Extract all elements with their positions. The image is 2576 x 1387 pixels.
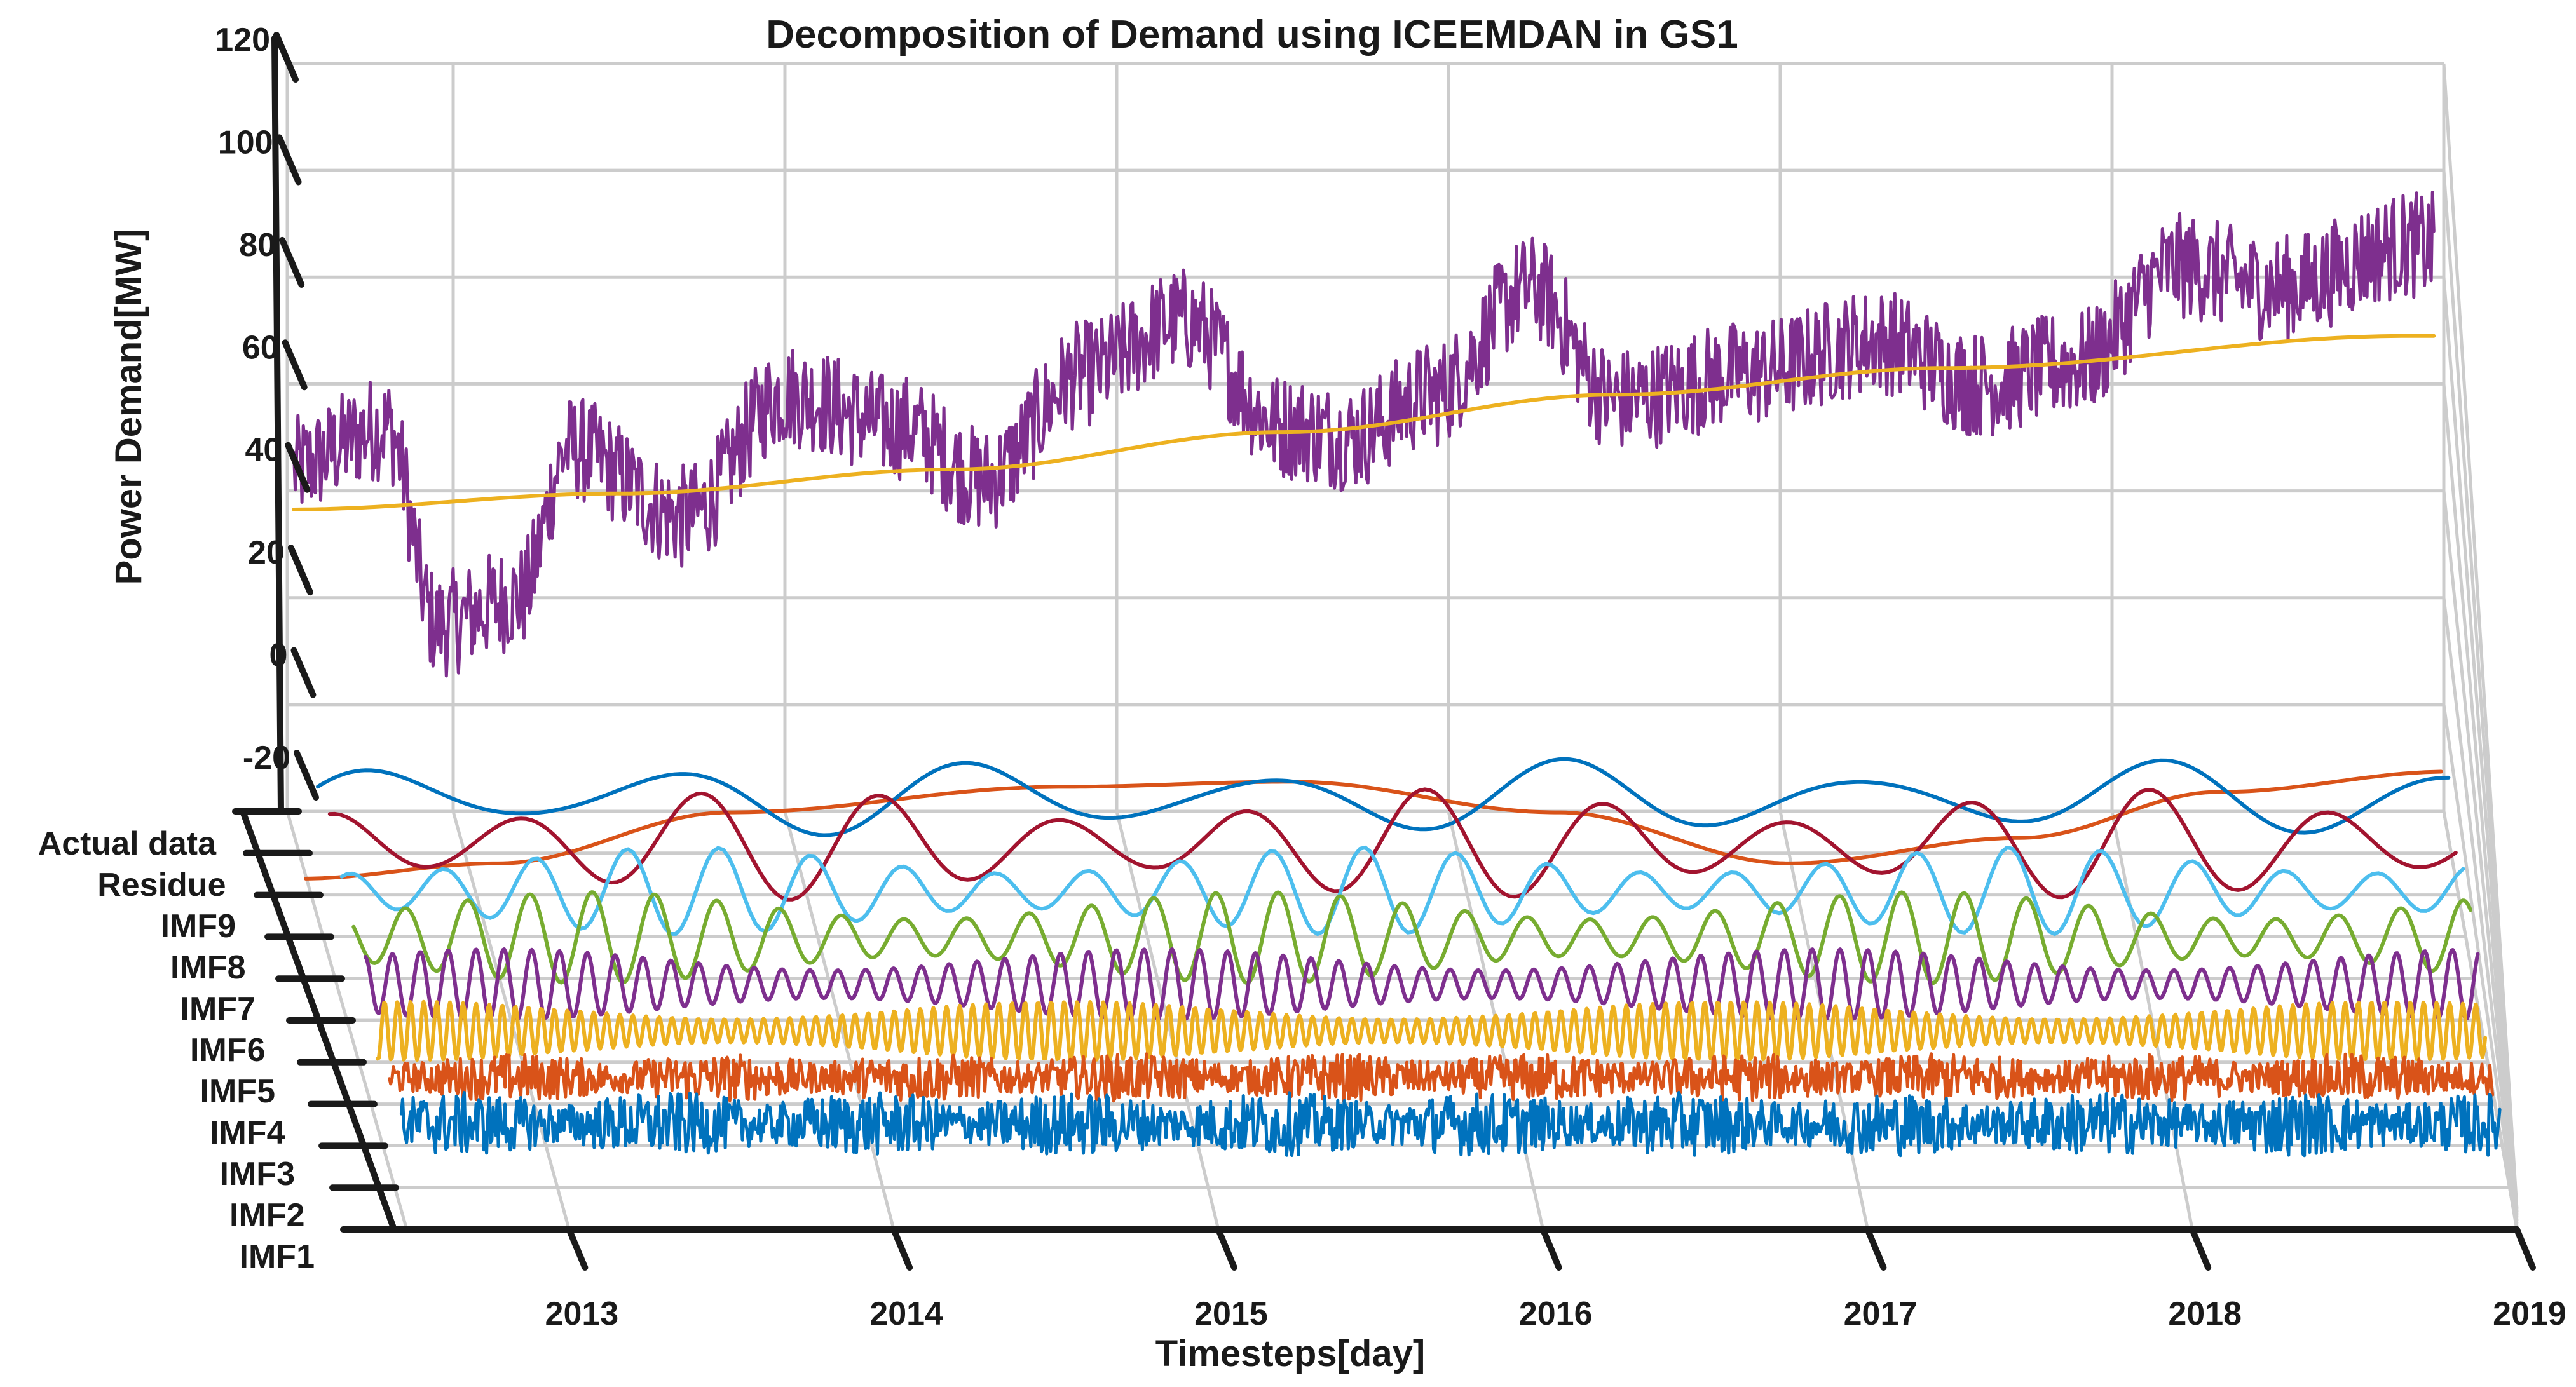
x-tick-mark — [1539, 1226, 1562, 1271]
axis-layer: 120 100 80 60 40 20 0 -20 Actual data Residue IMF9… — [38, 22, 2566, 1332]
x-tick-label: 2019 — [2493, 1296, 2566, 1332]
y-tick-label: IMF6 — [190, 1032, 265, 1069]
z-tick-mark — [279, 236, 305, 288]
series-line-imf5 — [351, 890, 2472, 985]
x-tick-mark — [566, 1226, 589, 1271]
series-line-imf6 — [339, 845, 2465, 937]
series-line-imf1 — [399, 1090, 2502, 1158]
y-tick-label: IMF7 — [181, 991, 256, 1027]
z-tick-label: 20 — [248, 534, 285, 571]
grid-line-side — [2442, 811, 2519, 1230]
z-tick-label: 0 — [269, 637, 288, 674]
x-tick-label: 2014 — [869, 1296, 943, 1332]
z-tick-label: 60 — [242, 329, 279, 366]
chart-title: Decomposition of Demand using ICEEMDAN i… — [766, 13, 1738, 57]
z-axis-line — [271, 35, 284, 815]
x-tick-label: 2015 — [1194, 1296, 1268, 1332]
x-tick-mark — [1215, 1226, 1237, 1271]
x-tick-mark — [890, 1226, 913, 1271]
grid-line-side — [2442, 384, 2519, 1218]
x-tick-label: 2016 — [1519, 1296, 1593, 1332]
x-tick-label: 2018 — [2168, 1296, 2242, 1332]
grid-line-side — [2442, 277, 2519, 1215]
y-tick-label: IMF1 — [240, 1238, 315, 1275]
series-line-imf9 — [304, 769, 2443, 881]
series-line-imf4 — [364, 947, 2480, 1022]
label-layer: Decomposition of Demand using ICEEMDAN i… — [108, 13, 1738, 1374]
z-tick-mark — [290, 647, 317, 698]
z-tick-label: -20 — [243, 740, 290, 776]
series-line-imf8 — [316, 757, 2451, 837]
series-line-actual-data — [292, 191, 2436, 678]
series-line-imf2 — [388, 1052, 2495, 1103]
y-tick-label: IMF8 — [170, 949, 245, 986]
z-tick-mark — [276, 134, 302, 186]
grid-line-side — [2442, 597, 2519, 1224]
z-tick-mark — [282, 339, 308, 391]
y-tick-label: IMF4 — [210, 1114, 285, 1151]
y-tick-label: IMF2 — [229, 1197, 304, 1234]
z-tick-mark — [273, 32, 299, 83]
y-tick-label: IMF3 — [220, 1156, 295, 1193]
z-tick-label: 120 — [215, 22, 270, 58]
grid-line-side — [2442, 704, 2519, 1227]
x-tick-label: 2013 — [545, 1296, 619, 1332]
z-tick-mark — [287, 545, 313, 596]
y-tick-label: Actual data — [38, 825, 217, 862]
series-line-residue — [292, 334, 2436, 511]
x-axis-label: Timesteps[day] — [1155, 1333, 1425, 1374]
series-line-imf3 — [375, 999, 2488, 1062]
z-tick-mark — [294, 750, 319, 801]
z-tick-label: 80 — [239, 227, 276, 264]
x-tick-mark — [1864, 1226, 1887, 1271]
series-layer — [292, 191, 2502, 1158]
grid-layer — [285, 62, 2519, 1231]
grid-line-side — [2442, 491, 2519, 1221]
x-tick-mark — [2189, 1226, 2212, 1271]
z-tick-label: 40 — [245, 432, 282, 469]
z-tick-mark — [285, 442, 311, 493]
y-tick-label: IMF9 — [161, 908, 236, 945]
z-tick-label: 100 — [218, 124, 273, 161]
y-tick-label: Residue — [97, 867, 226, 903]
z-axis-label: Power Demand[MW] — [108, 229, 149, 585]
y-tick-label: IMF5 — [200, 1073, 275, 1110]
x-tick-label: 2017 — [1844, 1296, 1918, 1332]
x-tick-mark — [2514, 1226, 2536, 1271]
